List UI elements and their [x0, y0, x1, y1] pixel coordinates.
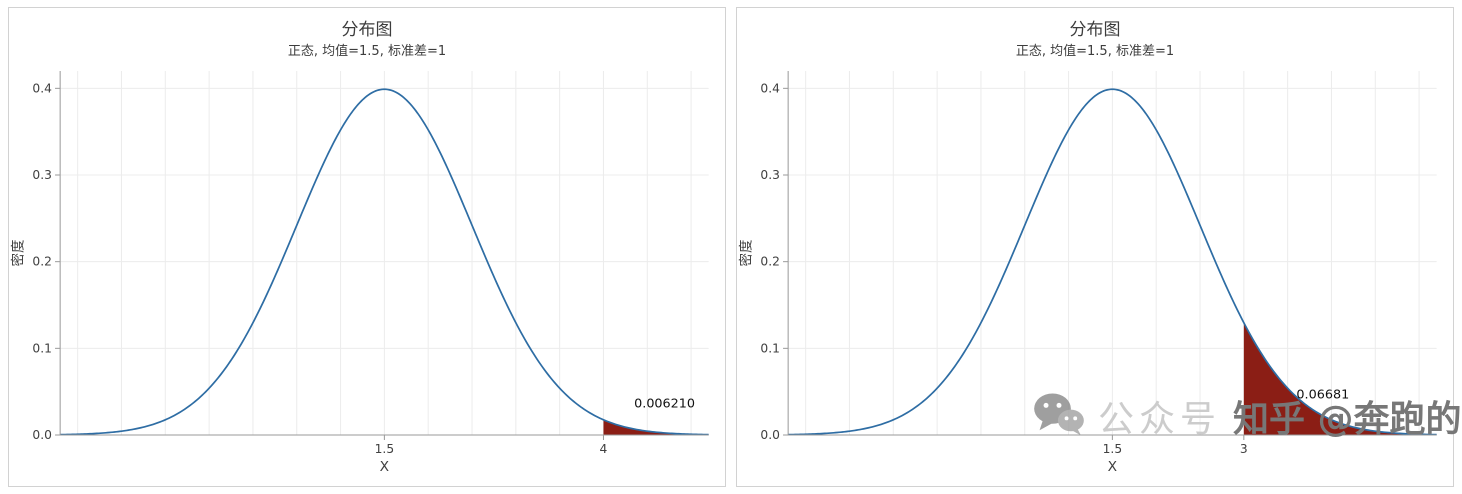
density-curve	[60, 88, 709, 436]
plot-area-left: 0.0 0.1 0.2 0.3 0.4 1.5 4 X 密度 0.006210	[9, 71, 709, 475]
y-tick-label: 0.0	[32, 428, 52, 442]
y-tick-label: 0.1	[32, 341, 52, 355]
chart-subtitle: 正态, 均值=1.5, 标准差=1	[1015, 44, 1175, 59]
shaded-tail-region	[603, 419, 709, 435]
y-tick-label: 0.2	[760, 255, 780, 269]
chart-title: 分布图	[1069, 20, 1121, 40]
x-tick-label: 1.5	[375, 442, 395, 456]
y-tick-label: 0.0	[760, 428, 780, 442]
chart-title: 分布图	[341, 20, 393, 40]
shade-area-label: 0.006210	[634, 395, 695, 410]
y-tick-label: 0.1	[760, 341, 780, 355]
y-tick-label: 0.4	[32, 81, 52, 95]
y-tick-label: 0.3	[32, 168, 52, 182]
x-tick-label: 1.5	[1103, 442, 1123, 456]
distribution-plot-panel-left: 分布图 正态, 均值=1.5, 标准差=1 0.0 0.1 0.2 0.3 0.4 1.5…	[8, 7, 726, 487]
plot-area-right: 0.0 0.1 0.2 0.3 0.4 1.5 3 X 密度 0.06681	[737, 71, 1437, 475]
shade-area-label: 0.06681	[1296, 387, 1349, 402]
y-tick-label: 0.4	[760, 81, 780, 95]
y-axis-label: 密度	[737, 239, 754, 266]
shaded-tail-region	[1243, 322, 1437, 435]
x-tick-label: 4	[600, 442, 608, 456]
density-curve	[788, 88, 1437, 436]
y-tick-label: 0.2	[32, 255, 52, 269]
x-axis-label: X	[1108, 459, 1117, 475]
chart-subtitle: 正态, 均值=1.5, 标准差=1	[287, 44, 447, 59]
y-tick-label: 0.3	[760, 168, 780, 182]
x-tick-label: 3	[1240, 442, 1248, 456]
x-axis-label: X	[380, 459, 389, 475]
y-axis-label: 密度	[9, 239, 26, 266]
distribution-plot-panel-right: 分布图 正态, 均值=1.5, 标准差=1 0.0 0.1 0.2 0.3 0.4 1.5…	[736, 7, 1454, 487]
